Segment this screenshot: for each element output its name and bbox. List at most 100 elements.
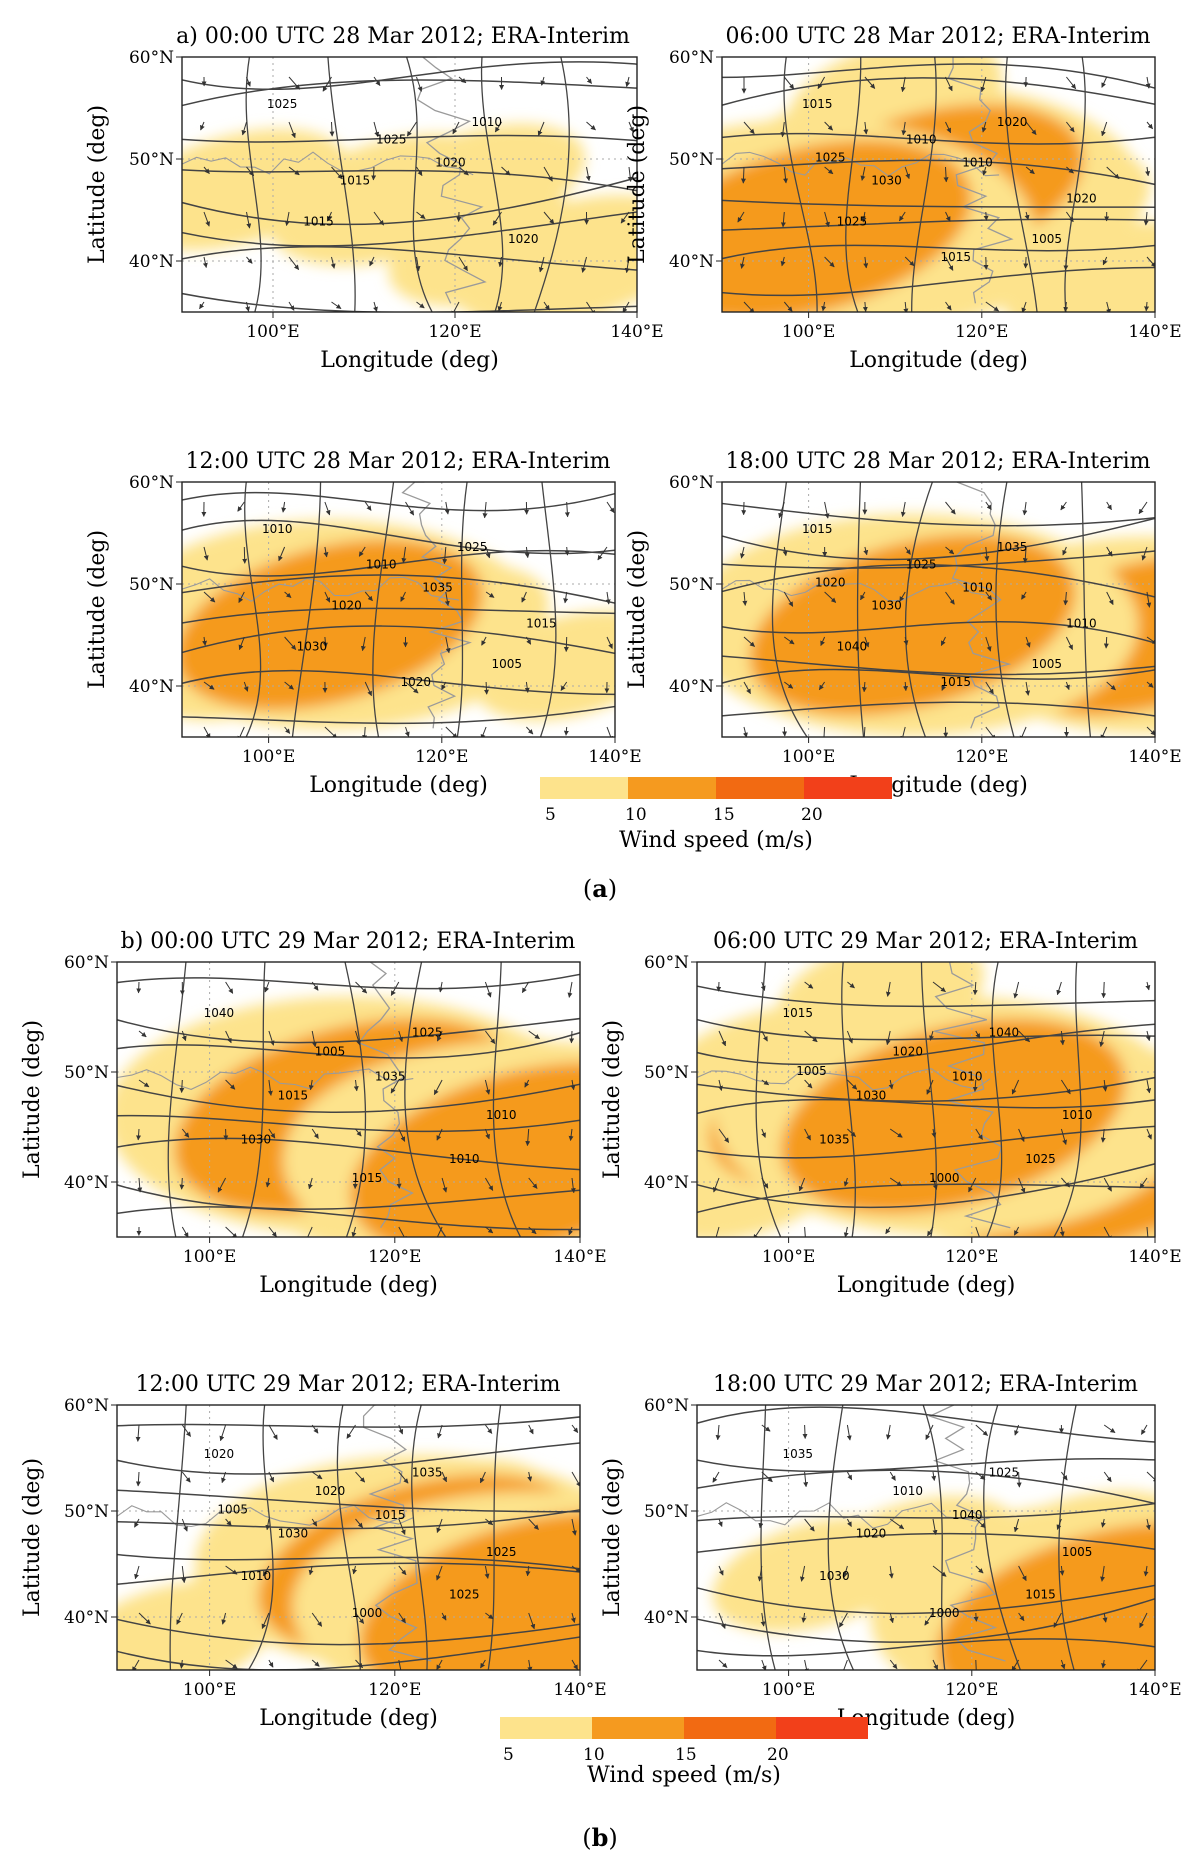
wind-arrow xyxy=(225,981,234,994)
wind-arrow xyxy=(521,981,530,994)
lat-lon-grid xyxy=(722,482,1155,737)
wind-arrow xyxy=(398,1226,407,1237)
isobars xyxy=(117,962,580,1237)
streamline xyxy=(995,482,1015,737)
wind-arrow xyxy=(1018,1612,1025,1622)
wind-arrow xyxy=(932,1518,938,1536)
wind-arrow xyxy=(311,1128,319,1139)
x-tick-label: 140°E xyxy=(553,1680,606,1700)
wind-arrow xyxy=(888,1565,894,1579)
isobar xyxy=(182,705,615,725)
map-panel-7: 1020 1015 1010 1035 1030 1025 1020 1025 1000 1005… xyxy=(20,1372,607,1731)
wind-arrow xyxy=(528,1177,538,1189)
isobar-label: 1020 xyxy=(508,232,539,246)
y-tick-label: 40°N xyxy=(64,1173,109,1193)
wind-arrow xyxy=(181,1128,190,1138)
coastline xyxy=(951,482,1012,729)
isobar xyxy=(697,1584,1155,1615)
wind-arrow xyxy=(485,1424,493,1434)
isobar-label: 1030 xyxy=(871,174,902,188)
streamline xyxy=(1080,482,1092,737)
colorbar-a-tick-10: 10 xyxy=(625,805,647,825)
isobar xyxy=(117,1114,580,1133)
wind-arrow xyxy=(331,166,343,180)
wind-arrow xyxy=(398,1518,406,1535)
isobar-label: 1030 xyxy=(297,639,328,653)
y-tick-label: 50°N xyxy=(129,575,174,595)
wind-arrow xyxy=(322,636,328,648)
wind-arrow xyxy=(311,1612,323,1627)
wind-arrow xyxy=(885,1424,891,1440)
wind-arrow xyxy=(436,1128,443,1141)
border-line xyxy=(117,1504,414,1528)
wind-arrow xyxy=(360,636,366,652)
x-axis-label: Longitude (deg) xyxy=(320,348,499,373)
wind-arrow xyxy=(1066,121,1075,133)
wind-arrow xyxy=(783,166,789,184)
colorbar-a-bin-1 xyxy=(540,777,628,799)
map-panel-2: 1015 1010 1025 1020 1030 1005 1010 1020 1015 1025… xyxy=(625,24,1182,373)
wind-arrow xyxy=(846,1030,853,1044)
isobar-label: 1005 xyxy=(492,657,523,671)
y-tick-label: 50°N xyxy=(64,1502,109,1522)
isobar-label: 1005 xyxy=(315,1045,346,1059)
wind-arrow xyxy=(525,1565,531,1577)
wind-arrow xyxy=(1146,636,1155,645)
wind-vectors xyxy=(739,501,1155,737)
x-tick-label: 140°E xyxy=(1128,322,1181,342)
wind-arrow xyxy=(900,726,906,737)
wind-arrow xyxy=(847,1128,856,1137)
isobar xyxy=(697,1502,1155,1522)
isobar-label: 1015 xyxy=(941,675,972,689)
wind-arrow xyxy=(1024,211,1030,221)
wind-arrow xyxy=(373,301,378,312)
wind-arrow xyxy=(804,1128,811,1141)
colorbar-a-tick-5: 5 xyxy=(545,805,556,825)
wind-arrow xyxy=(924,1612,934,1626)
lat-lon-grid xyxy=(117,962,580,1237)
map-panel-3: 1010 1035 1030 1025 1020 1005 1010 1015 1020 100°… xyxy=(85,449,642,798)
wind-arrow xyxy=(824,211,830,228)
wind-arrow xyxy=(351,1226,357,1237)
y-tick-label: 50°N xyxy=(669,575,714,595)
streamline xyxy=(411,1405,428,1670)
lat-lon-grid xyxy=(697,1405,1155,1670)
wind-arrow xyxy=(268,1471,275,1483)
wind-arrow xyxy=(181,1471,191,1483)
wind-arrow xyxy=(346,1424,356,1439)
streamline xyxy=(404,962,447,1237)
wind-arrow xyxy=(1053,1612,1062,1628)
wind-arrow xyxy=(778,501,785,519)
wind-arrow xyxy=(972,981,978,996)
wind-arrow xyxy=(945,591,955,605)
streamline xyxy=(167,962,187,1237)
wind-arrow xyxy=(761,1424,771,1432)
wind-arrow xyxy=(972,1079,978,1092)
y-tick-label: 50°N xyxy=(669,150,714,170)
wind-arrow xyxy=(932,1177,938,1190)
wind-arrow xyxy=(863,546,869,556)
isobar xyxy=(697,1532,1155,1554)
border-line xyxy=(722,151,1000,177)
panel-title: 12:00 UTC 29 Mar 2012; ERA-Interim xyxy=(135,1372,560,1397)
wind-arrow xyxy=(984,546,990,562)
wind-arrow xyxy=(888,1079,894,1090)
wind-arrow xyxy=(245,301,251,312)
wind-arrow xyxy=(1014,1424,1020,1436)
wind-shading xyxy=(182,123,637,312)
wind-arrow xyxy=(288,301,295,311)
isobar-label: 1010 xyxy=(449,1152,480,1166)
wind-arrow xyxy=(889,1612,895,1624)
isobars xyxy=(722,482,1155,737)
wind-arrow xyxy=(485,1518,494,1526)
wind-arrow xyxy=(444,591,450,607)
wind-arrow xyxy=(398,1030,404,1043)
isobar xyxy=(697,1018,1155,1041)
wind-arrow xyxy=(525,636,532,645)
wind-arrow xyxy=(798,1177,806,1192)
wind-vectors xyxy=(201,501,615,737)
isobar-label: 1020 xyxy=(1066,191,1097,205)
wind-arrow xyxy=(889,1518,905,1530)
wind-arrow xyxy=(743,726,748,737)
wind-arrow xyxy=(355,1659,363,1669)
